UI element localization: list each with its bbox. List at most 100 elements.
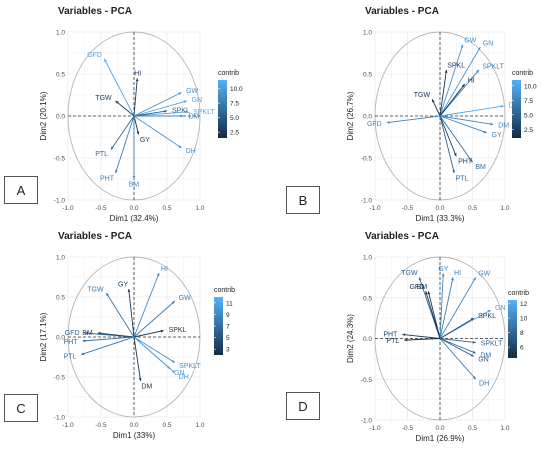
variable-label: PTL (456, 175, 469, 182)
legend-tick-label: 9 (226, 312, 230, 319)
variable-label: PHT (458, 158, 473, 165)
y-tick-label: 0.0 (56, 335, 65, 342)
variable-label: SPKLT (193, 109, 215, 116)
arrow-spklt (439, 338, 476, 344)
arrow-head-spklt (171, 359, 175, 363)
arrow-head-spkl (160, 329, 164, 333)
arrow-head-bm (97, 331, 101, 335)
y-tick-label: -0.5 (361, 377, 373, 384)
variable-label: PTL (95, 151, 108, 158)
y-tick-label: -1.0 (361, 198, 373, 205)
variable-label: HI (454, 270, 461, 277)
arrow-head-gfd (425, 291, 428, 295)
colorbar-legend: contrib 11 9 7 5 3 (214, 287, 235, 355)
variable-label: GFD (367, 121, 382, 128)
x-tick-label: -1.0 (369, 205, 381, 212)
arrow-pht (82, 336, 135, 342)
variable-label: SPKL (447, 62, 465, 69)
legend-title: contrib (214, 287, 235, 294)
arrow-head-spkl (470, 318, 474, 321)
arrow-spkl (439, 69, 447, 117)
arrow-head-dm (490, 122, 494, 126)
arrow-head-ptl (404, 338, 408, 342)
x-tick-label: 1.0 (500, 205, 509, 212)
arrow-ptl (439, 115, 455, 174)
arrow-head-dm (472, 350, 476, 354)
legend-tick-label: 11 (226, 300, 233, 307)
variable-label: HI (134, 71, 141, 78)
arrow-head-gy (136, 131, 140, 135)
x-tick-label: 0.5 (162, 422, 171, 429)
variable-label: SPKLT (481, 341, 503, 348)
x-axis-label: Dim1 (33.3%) (416, 214, 465, 223)
variable-label: DM (141, 383, 152, 390)
x-tick-label: 0.5 (468, 205, 477, 212)
chart-title: Variables - PCA (58, 231, 132, 242)
legend-tick-label: 10.0 (524, 83, 537, 90)
legend-tick-label: 7.5 (524, 98, 533, 105)
arrow-head-ptl (110, 146, 114, 150)
arrow-gw (439, 277, 477, 339)
arrow-head-gy (483, 130, 487, 134)
variable-label: PHT (100, 175, 115, 182)
arrow-gn (439, 46, 481, 117)
arrow-head-dh (472, 376, 476, 380)
arrow-head-dm (180, 114, 184, 118)
arrow-head-dh (171, 370, 175, 373)
arrow-dh (439, 105, 504, 117)
arrow-head-dh (178, 145, 182, 148)
chart-title: Variables - PCA (58, 6, 132, 17)
x-tick-label: 0.5 (162, 205, 171, 212)
y-tick-label: 1.0 (363, 30, 372, 37)
arrow-tgw (115, 100, 135, 117)
legend-tick-label: 5.0 (524, 112, 533, 119)
arrow-spklt (133, 111, 189, 117)
variable-label: GY (492, 132, 502, 139)
x-tick-label: -1.0 (62, 205, 74, 212)
arrow-head-gy (441, 273, 445, 277)
variable-label: GFD (65, 330, 80, 337)
variable-label: HI (161, 266, 168, 273)
variable-label: GFD (87, 52, 102, 59)
arrow-head-pht (115, 169, 118, 174)
arrow-dm (439, 338, 476, 354)
variable-label: SPKL (172, 108, 190, 115)
arrow-head-hi (451, 277, 454, 281)
legend-tick-label: 7 (226, 324, 230, 331)
arrow-gy (439, 115, 487, 134)
arrow-head-gfd (84, 331, 88, 335)
x-tick-label: 0.0 (435, 205, 444, 212)
arrow-gw (133, 300, 176, 338)
panel-label-b: B (286, 186, 320, 214)
arrow-head-ptl (81, 352, 85, 356)
legend-tick-label: 6 (520, 345, 524, 352)
x-tick-label: 1.0 (500, 425, 509, 432)
arrow-head-gw (178, 92, 182, 96)
y-tick-label: 0.0 (363, 336, 372, 343)
arrow-spkl (133, 110, 168, 117)
variable-label: GN (495, 305, 506, 312)
arrow-head-hi (461, 84, 465, 88)
variable-label: SPKL (478, 313, 496, 320)
variable-label: DM (189, 114, 200, 121)
x-tick-label: 0.0 (435, 425, 444, 432)
panel-label-a: A (4, 176, 38, 204)
variable-label: BM (417, 284, 428, 291)
y-axis-label: Dim2 (26.7%) (346, 91, 355, 140)
arrow-spkl (133, 330, 164, 338)
variable-label: TGW (95, 95, 112, 102)
x-tick-label: 0.5 (468, 425, 477, 432)
panel-label-d: D (286, 392, 320, 420)
arrow-gw (439, 44, 464, 117)
arrow-bm (427, 291, 441, 339)
legend-tick-label: 10 (520, 316, 528, 323)
y-tick-label: 0.5 (363, 72, 372, 79)
y-tick-label: -1.0 (361, 418, 373, 425)
arrow-gy (128, 288, 135, 338)
variable-label: BM (129, 182, 140, 189)
variable-label: GN (478, 356, 489, 363)
variable-label: DM (480, 353, 491, 360)
arrow-dh (439, 338, 477, 380)
y-tick-label: 0.5 (56, 72, 65, 79)
